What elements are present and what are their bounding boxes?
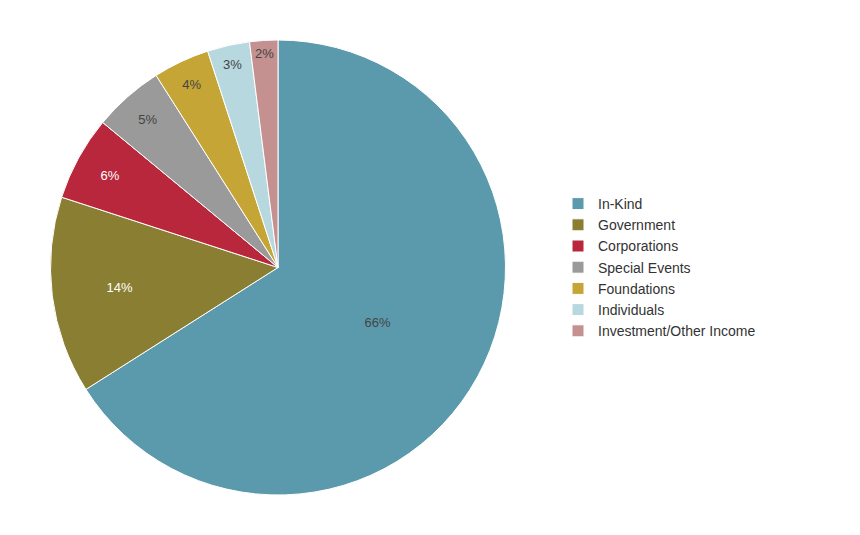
svg-text:Corporations: Corporations [598,238,678,254]
svg-text:5%: 5% [138,112,157,127]
svg-text:14%: 14% [106,280,132,295]
svg-text:3%: 3% [223,57,242,72]
svg-text:6%: 6% [100,168,119,183]
svg-text:In-Kind: In-Kind [598,196,642,212]
svg-text:Special Events: Special Events [598,260,691,276]
svg-text:Foundations: Foundations [598,281,675,297]
svg-text:66%: 66% [364,315,390,330]
svg-text:4%: 4% [182,77,201,92]
svg-text:Investment/Other Income: Investment/Other Income [598,323,755,339]
svg-text:2%: 2% [255,46,274,61]
svg-text:Government: Government [598,217,675,233]
svg-text:Individuals: Individuals [598,302,664,318]
